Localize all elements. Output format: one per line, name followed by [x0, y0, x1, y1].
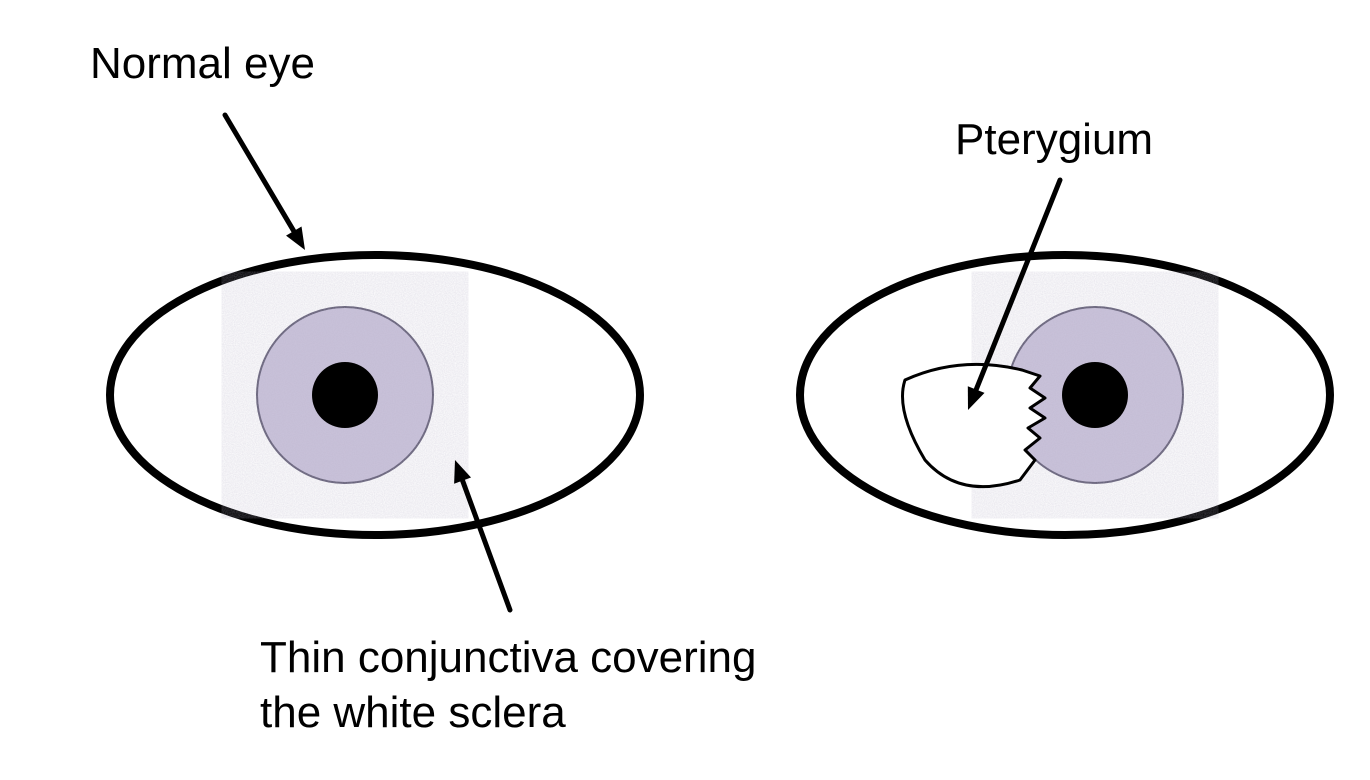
arrow-normal-eye-line [225, 115, 294, 231]
eye-pupil [1062, 362, 1128, 428]
label-normal-eye: Normal eye [90, 36, 315, 91]
eye-pupil [312, 362, 378, 428]
label-conjunctiva: Thin conjunctiva covering the white scle… [260, 630, 756, 740]
label-pterygium: Pterygium [955, 112, 1153, 167]
